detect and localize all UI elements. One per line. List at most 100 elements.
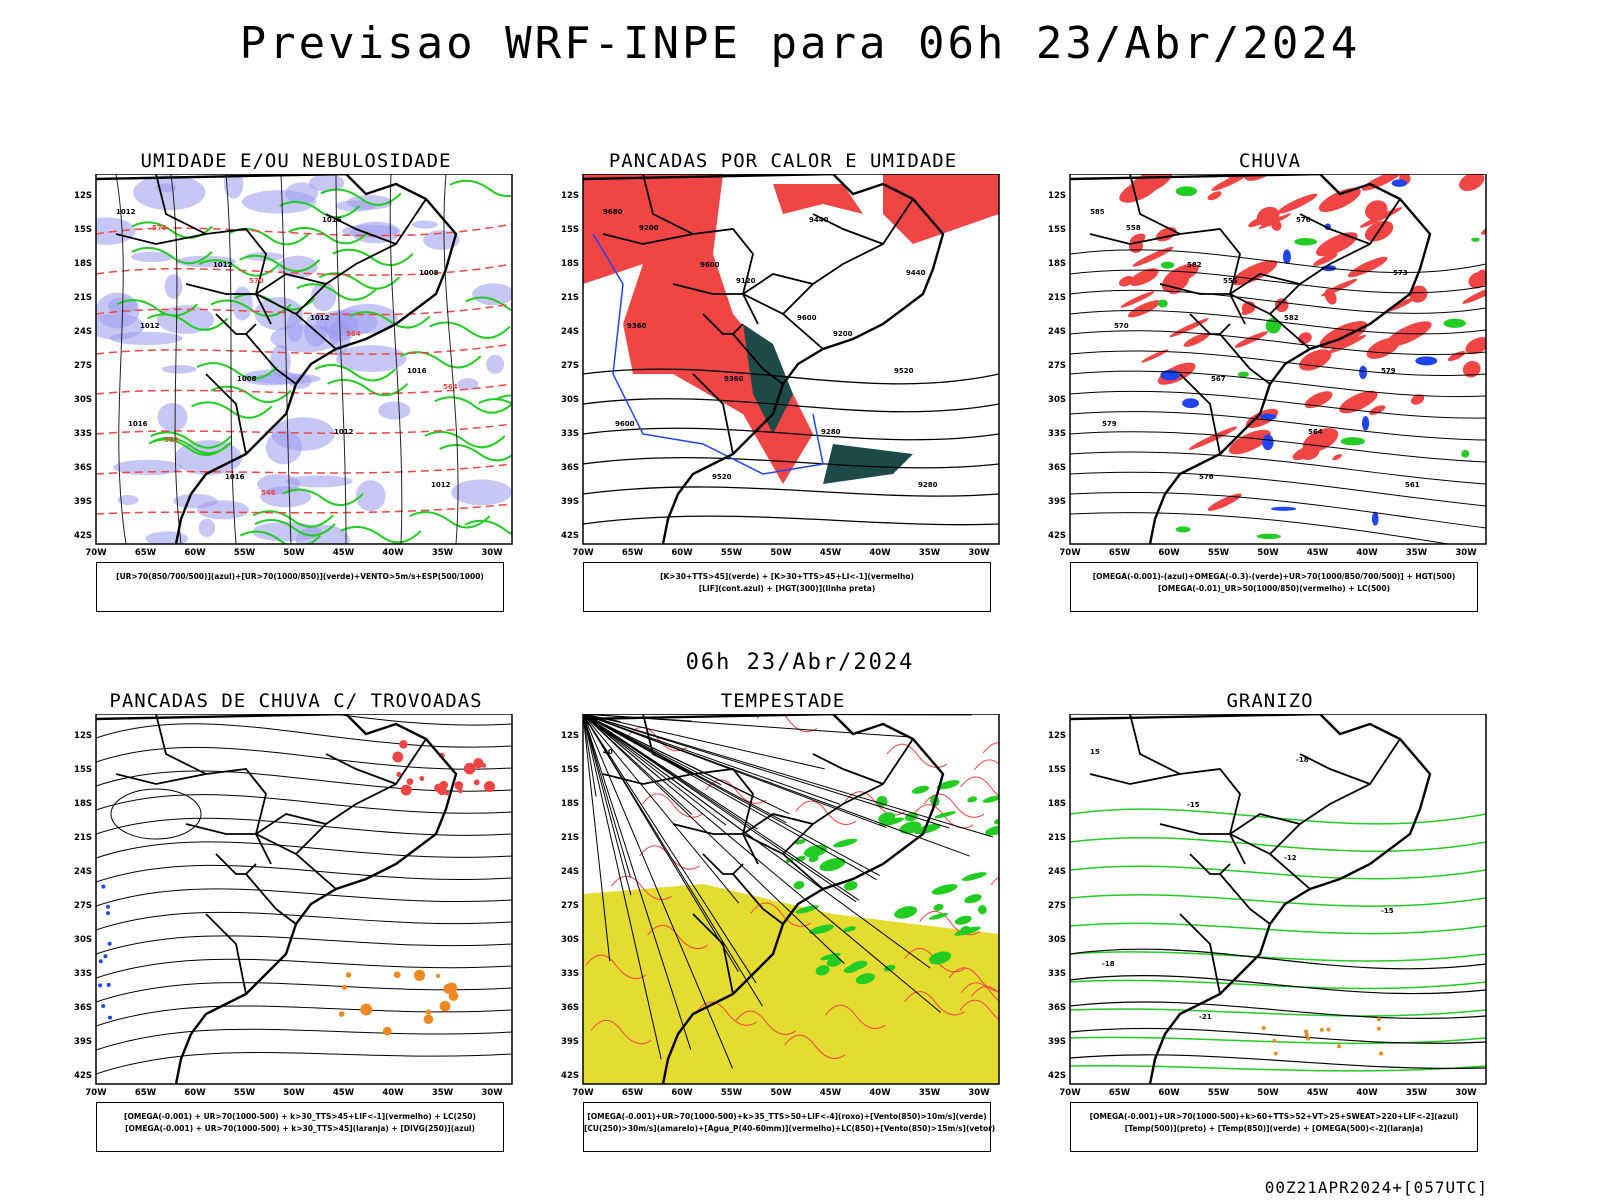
lat-tick-label: 39S <box>1048 1037 1066 1047</box>
lon-tick-label: 45W <box>820 548 842 558</box>
lat-tick-label: 24S <box>1048 327 1066 337</box>
contour-label: 9440 <box>906 269 926 277</box>
lat-tick-label: 21S <box>1048 833 1066 843</box>
weather-map: 12S 15S 18S 21S 24S 27S 30S 33S 36S 39S 42S 70W 65W 6… <box>561 174 1000 558</box>
contour-label: 570 <box>1114 322 1129 330</box>
contour-label: 1012 <box>213 261 233 269</box>
panel-pancadas-calor: PANCADAS POR CALOR E UMIDADE 12S 15S 18S 21… <box>561 150 1063 630</box>
contour-label: 585 <box>1090 208 1105 216</box>
legend-line: [OMEGA(-0.01)_UR>50(1000/850)(vermelho) … <box>1157 584 1391 593</box>
panel-umidade: UMIDADE E/OU NEBULOSIDADE 12S 15S 18S 21S 24… <box>74 150 576 630</box>
lon-tick-label: 45W <box>820 1088 842 1098</box>
panel-title: PANCADAS DE CHUVA C/ TROVOADAS <box>109 690 483 712</box>
lon-tick-label: 30W <box>1455 1088 1477 1098</box>
mid-date: 06h 23/Abr/2024 <box>685 650 915 675</box>
contour-label: 9360 <box>627 322 647 330</box>
legend-line: [UR>70(850/700/500)](azul)+[UR>70(1000/8… <box>116 572 484 581</box>
lat-tick-label: 18S <box>1048 259 1066 269</box>
lon-tick-label: 30W <box>1455 548 1477 558</box>
contour-label: 1012 <box>310 314 330 322</box>
contour-label: 9280 <box>918 481 938 489</box>
lat-tick-label: 24S <box>1048 867 1066 877</box>
run-info: 00Z21APR2024+[057UTC] <box>1264 1178 1488 1197</box>
lon-tick-label: 50W <box>283 1088 305 1098</box>
lat-tick-label: 39S <box>1048 497 1066 507</box>
panel-legend: [OMEGA(-0.001)+UR>70(1000-500)+k>60+TTS>… <box>1070 1102 1478 1152</box>
panel-title: GRANIZO <box>1226 690 1314 712</box>
lat-tick-label: 42S <box>74 531 92 541</box>
lat-tick-label: 30S <box>1048 395 1066 405</box>
legend-line: [Temp(500)](preto) + [Temp(850)](verde) … <box>1124 1124 1424 1133</box>
lat-tick-label: 39S <box>561 497 579 507</box>
lon-tick-label: 35W <box>919 548 941 558</box>
contour-label: 552 <box>164 436 179 444</box>
lon-tick-label: 35W <box>432 548 454 558</box>
legend-line: [OMEGA(-0.001) + UR>70(1000-500) + k>30_… <box>125 1124 475 1133</box>
lat-tick-label: 33S <box>1048 429 1066 439</box>
lon-tick-label: 50W <box>770 1088 792 1098</box>
contour-label: 576 <box>1199 473 1214 481</box>
legend-line: [CU(250)>30m/s](amarelo)+[Agua_P(40-60mm… <box>584 1124 996 1133</box>
lat-tick-label: 33S <box>74 429 92 439</box>
contour-label: -12 <box>1284 854 1297 862</box>
contour-label: 9200 <box>833 330 853 338</box>
lon-tick-label: 65W <box>622 1088 644 1098</box>
contour-label: 9280 <box>821 428 841 436</box>
contour-label: 564 <box>1308 428 1323 436</box>
lon-tick-label: 55W <box>721 548 743 558</box>
contour-label: 567 <box>1211 375 1226 383</box>
contour-label: 582 <box>1187 261 1202 269</box>
lat-tick-label: 18S <box>1048 799 1066 809</box>
lat-tick-label: 27S <box>561 361 579 371</box>
lat-tick-label: 21S <box>74 293 92 303</box>
lat-tick-label: 30S <box>561 935 579 945</box>
lat-tick-label: 12S <box>1048 191 1066 201</box>
lon-tick-label: 45W <box>333 548 355 558</box>
lat-tick-label: 42S <box>561 1071 579 1081</box>
contour-label: 1012 <box>116 208 136 216</box>
lat-tick-label: 36S <box>74 1003 92 1013</box>
lat-tick-label: 27S <box>1048 361 1066 371</box>
lat-tick-label: 12S <box>561 731 579 741</box>
contour-label: 561 <box>1405 481 1420 489</box>
contour-label: 564 <box>443 383 458 391</box>
lat-tick-label: 15S <box>74 765 92 775</box>
contour-label: 9600 <box>797 314 817 322</box>
lon-tick-label: 35W <box>1406 1088 1428 1098</box>
lon-tick-label: 50W <box>283 548 305 558</box>
lat-tick-label: 30S <box>561 395 579 405</box>
lon-tick-label: 55W <box>234 548 256 558</box>
lon-tick-label: 60W <box>184 548 206 558</box>
lat-tick-label: 24S <box>561 867 579 877</box>
lon-tick-label: 35W <box>1406 548 1428 558</box>
lat-tick-label: 24S <box>74 867 92 877</box>
lon-tick-label: 55W <box>1208 1088 1230 1098</box>
panel-legend: [K>30+TTS>45](verde) + [K>30+TTS>45+LI<-… <box>583 562 991 612</box>
contour-label: 1016 <box>407 367 427 375</box>
contour-label: 9600 <box>615 420 635 428</box>
lat-tick-label: 21S <box>561 833 579 843</box>
lat-tick-label: 42S <box>561 531 579 541</box>
contour-label: 9440 <box>809 216 829 224</box>
lon-tick-label: 60W <box>1158 1088 1180 1098</box>
lat-tick-label: 15S <box>1048 765 1066 775</box>
lat-tick-label: 27S <box>74 361 92 371</box>
panel-legend: [OMEGA(-0.001)+UR>70(1000-500)+k>35_TTS>… <box>583 1102 996 1152</box>
lat-tick-label: 24S <box>74 327 92 337</box>
contour-label: 579 <box>1102 420 1117 428</box>
lat-tick-label: 33S <box>561 969 579 979</box>
contour-label: -18 <box>1296 756 1309 764</box>
contour-label: 564 <box>346 330 361 338</box>
lat-tick-label: 39S <box>74 497 92 507</box>
lon-tick-label: 50W <box>1257 548 1279 558</box>
lat-tick-label: 27S <box>74 901 92 911</box>
lat-tick-label: 18S <box>561 799 579 809</box>
panel-trovoadas: PANCADAS DE CHUVA C/ TROVOADAS 12S 15S 18S… <box>74 690 576 1170</box>
lon-tick-label: 70W <box>572 1088 594 1098</box>
contour-label: -15 <box>1187 801 1200 809</box>
lon-tick-label: 40W <box>1356 1088 1378 1098</box>
lon-tick-label: 65W <box>622 548 644 558</box>
lon-tick-label: 30W <box>968 1088 990 1098</box>
lat-tick-label: 39S <box>561 1037 579 1047</box>
lon-tick-label: 35W <box>432 1088 454 1098</box>
